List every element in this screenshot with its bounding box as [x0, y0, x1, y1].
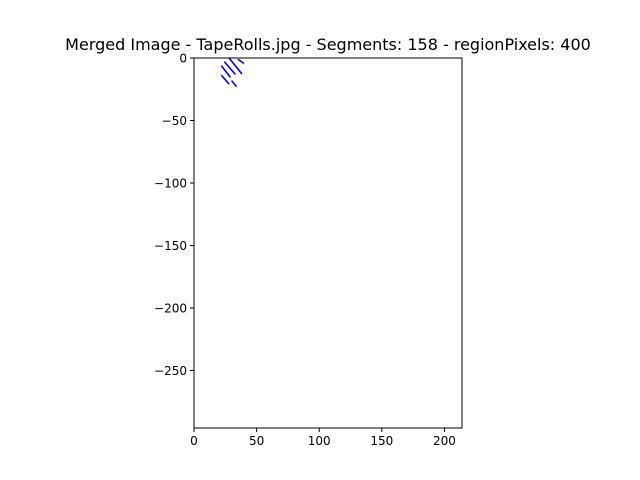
- series-line-3: [228, 58, 243, 75]
- series-line-5: [220, 74, 230, 85]
- y-axis: 0 −50 −100 −150 −200 −250: [154, 52, 194, 378]
- series-line-1: [220, 65, 232, 78]
- y-tick-label: −250: [154, 364, 187, 378]
- y-tick-label: 0: [179, 52, 187, 66]
- x-tick-label: 200: [433, 434, 456, 448]
- x-tick-label: 0: [190, 434, 198, 448]
- y-tick-label: −50: [162, 114, 187, 128]
- y-tick-label: −150: [154, 239, 187, 253]
- series-line-4: [237, 58, 245, 65]
- x-tick-label: 100: [308, 434, 331, 448]
- x-tick-label: 150: [370, 434, 393, 448]
- y-tick-label: −100: [154, 177, 187, 191]
- series-line-6: [230, 80, 238, 88]
- y-tick-label: −200: [154, 302, 187, 316]
- plot-area: [220, 58, 245, 88]
- x-tick-label: 50: [249, 434, 264, 448]
- chart-title: Merged Image - TapeRolls.jpg - Segments:…: [65, 35, 591, 54]
- axes-frame: [193, 57, 463, 429]
- x-axis: 0 50 100 150 200: [190, 428, 456, 448]
- series-line-2: [223, 61, 236, 75]
